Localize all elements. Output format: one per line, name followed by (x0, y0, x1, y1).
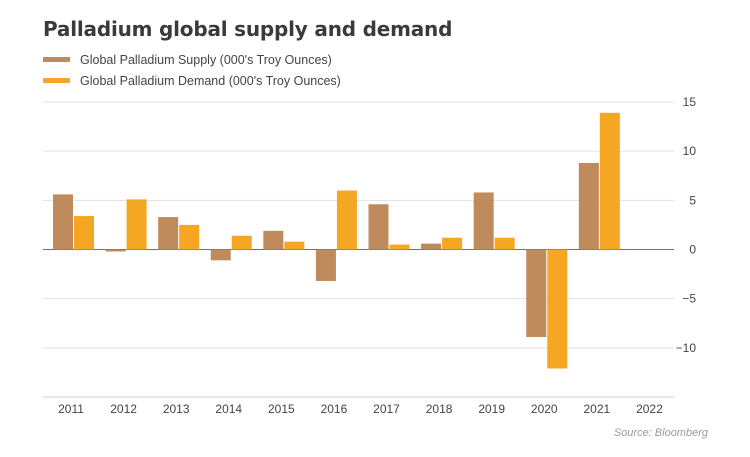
bar-supply-2020 (526, 249, 547, 338)
x-tick-label: 2012 (110, 402, 137, 416)
bar-demand-2014 (231, 235, 252, 250)
bar-supply-2021 (578, 162, 599, 250)
bar-demand-2017 (389, 244, 410, 250)
bar-demand-2011 (74, 216, 94, 250)
bar-supply-2011 (53, 194, 73, 250)
bar-supply-2014 (210, 249, 231, 261)
x-tick-label: 2022 (636, 402, 663, 416)
bar-demand-2013 (179, 224, 200, 250)
bar-demand-2012 (126, 199, 147, 250)
legend-item-supply: Global Palladium Supply (000's Troy Ounc… (43, 49, 341, 70)
legend-label-supply: Global Palladium Supply (000's Troy Ounc… (80, 52, 332, 67)
bar-supply-2016 (315, 249, 336, 281)
y-tick-label: −10 (676, 341, 697, 355)
bar-supply-2013 (158, 217, 179, 250)
x-tick-label: 2017 (373, 402, 400, 416)
x-tick-label: 2020 (531, 402, 558, 416)
bar-supply-2019 (473, 192, 494, 250)
legend-item-demand: Global Palladium Demand (000's Troy Ounc… (43, 70, 341, 91)
bar-demand-2020 (547, 249, 568, 369)
legend-label-demand: Global Palladium Demand (000's Troy Ounc… (80, 73, 341, 88)
bar-demand-2018 (442, 237, 463, 250)
bar-demand-2019 (494, 237, 515, 250)
bar-supply-2017 (368, 204, 389, 250)
bar-supply-2015 (263, 230, 284, 250)
legend-swatch-supply (43, 57, 70, 62)
y-tick-label: 5 (689, 193, 696, 207)
source-note: Source: Bloomberg (613, 427, 708, 439)
y-tick-label: 0 (689, 243, 696, 257)
x-tick-label: 2021 (583, 402, 610, 416)
bar-demand-2016 (336, 190, 357, 250)
bar-supply-2018 (421, 243, 442, 250)
chart-legend: Global Palladium Supply (000's Troy Ounc… (43, 49, 341, 91)
chart-title: Palladium global supply and demand (43, 17, 453, 41)
x-tick-label: 2014 (215, 402, 242, 416)
legend-swatch-demand (43, 78, 70, 83)
y-tick-label: 15 (683, 95, 697, 109)
x-tick-label: 2013 (163, 402, 190, 416)
y-tick-label: 10 (683, 144, 697, 158)
x-tick-label: 2019 (478, 402, 505, 416)
x-tick-label: 2011 (58, 402, 84, 416)
x-tick-label: 2016 (321, 402, 348, 416)
x-tick-label: 2018 (426, 402, 453, 416)
y-tick-label: −5 (682, 292, 696, 306)
bar-demand-2021 (599, 112, 620, 250)
bar-demand-2015 (284, 241, 305, 250)
x-tick-label: 2015 (268, 402, 295, 416)
bar-supply-2012 (105, 249, 126, 252)
